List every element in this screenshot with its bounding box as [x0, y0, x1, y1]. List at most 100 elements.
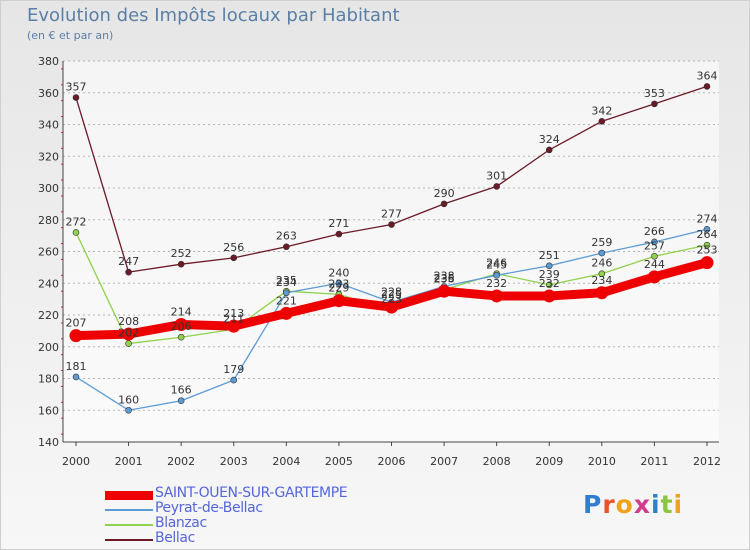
logo-letter: x [633, 490, 651, 519]
data-label-bellac: 290 [434, 187, 455, 200]
data-label-blanzac: 235 [276, 274, 297, 287]
data-label-peyrat-de-bellac: 266 [644, 225, 665, 238]
point-saint-ouen-sur-gartempe [595, 286, 609, 300]
data-label-blanzac: 239 [539, 268, 560, 281]
y-tick-label: 160 [38, 404, 59, 417]
point-blanzac [651, 252, 658, 260]
data-label-peyrat-de-bellac: 274 [697, 212, 718, 225]
x-tick-label: 2000 [62, 455, 90, 468]
y-tick-label: 140 [38, 436, 59, 449]
data-label-peyrat-de-bellac: 251 [539, 249, 560, 262]
x-tick-label: 2001 [115, 455, 143, 468]
data-label-blanzac: 257 [644, 239, 665, 252]
point-blanzac [125, 340, 132, 347]
data-label-peyrat-de-bellac: 238 [434, 269, 455, 282]
data-label-bellac: 357 [66, 81, 87, 94]
x-tick-label: 2008 [483, 455, 511, 468]
data-label-saint-ouen-sur-gartempe: 244 [644, 258, 665, 271]
data-label-bellac: 353 [644, 87, 665, 100]
data-label-saint-ouen-sur-gartempe: 229 [328, 282, 349, 295]
data-label-blanzac: 211 [223, 312, 244, 325]
point-bellac [545, 146, 553, 154]
point-peyrat-de-bellac [177, 397, 185, 405]
point-blanzac [703, 241, 711, 249]
point-bellac [283, 243, 290, 251]
data-label-bellac: 324 [539, 133, 560, 146]
legend-swatch [105, 539, 153, 541]
point-bellac [72, 94, 80, 101]
data-label-bellac: 342 [591, 104, 612, 117]
logo-letter: o [615, 490, 634, 519]
point-saint-ouen-sur-gartempe [69, 329, 83, 343]
data-label-saint-ouen-sur-gartempe: 234 [591, 274, 612, 287]
y-tick-label: 200 [38, 341, 59, 354]
data-label-bellac: 301 [486, 169, 507, 182]
x-tick-label: 2005 [325, 455, 353, 468]
point-saint-ouen-sur-gartempe [174, 318, 188, 332]
logo-letter: i [651, 490, 661, 519]
chart-title: Evolution des Impôts locaux par Habitant [27, 5, 400, 26]
data-label-blanzac: 233 [328, 277, 349, 290]
point-bellac [177, 260, 185, 268]
x-tick-label: 2011 [640, 455, 668, 468]
point-saint-ouen-sur-gartempe [542, 289, 556, 303]
plot-area [63, 61, 719, 442]
point-saint-ouen-sur-gartempe [122, 327, 136, 341]
x-tick-label: 2004 [272, 455, 300, 468]
point-blanzac [72, 229, 80, 236]
data-label-bellac: 271 [328, 217, 349, 230]
point-peyrat-de-bellac [598, 249, 606, 257]
proxiti-logo: Proxiti [583, 490, 683, 519]
point-peyrat-de-bellac [125, 406, 132, 414]
data-label-saint-ouen-sur-gartempe: 225 [381, 288, 402, 301]
x-tick-label: 2006 [378, 455, 406, 468]
data-label-peyrat-de-bellac: 181 [66, 360, 87, 373]
y-tick-label: 280 [38, 214, 59, 227]
y-tick-label: 340 [38, 119, 59, 132]
point-peyrat-de-bellac [335, 279, 343, 287]
data-label-saint-ouen-sur-gartempe: 253 [697, 244, 718, 257]
point-saint-ouen-sur-gartempe [385, 300, 398, 314]
x-tick-label: 2010 [588, 455, 616, 468]
point-peyrat-de-bellac [493, 272, 500, 279]
point-bellac [230, 254, 238, 262]
x-tick-label: 2009 [535, 455, 563, 468]
data-label-peyrat-de-bellac: 166 [171, 384, 192, 397]
point-blanzac [177, 333, 185, 341]
point-peyrat-de-bellac [230, 376, 238, 384]
y-tick-label: 300 [38, 182, 59, 195]
logo-letter: t [660, 490, 674, 519]
point-peyrat-de-bellac [545, 262, 553, 270]
data-label-saint-ouen-sur-gartempe: 207 [66, 317, 87, 330]
y-tick-label: 260 [38, 246, 59, 259]
data-label-peyrat-de-bellac: 240 [328, 266, 349, 279]
x-tick-label: 2012 [693, 455, 721, 468]
point-peyrat-de-bellac [72, 373, 80, 381]
point-bellac [440, 200, 448, 208]
point-saint-ouen-sur-gartempe [647, 270, 661, 284]
logo-letter: P [583, 490, 603, 519]
data-label-bellac: 277 [381, 208, 402, 221]
y-tick-label: 220 [38, 309, 59, 322]
data-label-saint-ouen-sur-gartempe: 221 [276, 294, 297, 307]
logo-letter: r [602, 490, 616, 519]
data-label-saint-ouen-sur-gartempe: 213 [223, 307, 244, 320]
y-tick-label: 240 [38, 277, 59, 290]
point-saint-ouen-sur-gartempe [332, 294, 346, 308]
data-label-peyrat-de-bellac: 234 [276, 276, 297, 289]
point-blanzac [545, 281, 553, 289]
y-tick-label: 180 [38, 373, 59, 386]
logo-letter: i [673, 490, 684, 519]
x-tick-label: 2002 [167, 455, 195, 468]
data-label-blanzac: 223 [381, 293, 402, 306]
data-label-saint-ouen-sur-gartempe: 214 [171, 306, 192, 319]
point-bellac [335, 230, 343, 238]
x-tick-label: 2003 [220, 455, 248, 468]
legend-label: Bellac [155, 530, 195, 546]
point-bellac [651, 100, 658, 108]
data-label-peyrat-de-bellac: 160 [118, 393, 139, 406]
chart-subtitle: (en € et par an) [27, 29, 114, 42]
data-label-peyrat-de-bellac: 228 [381, 285, 402, 298]
